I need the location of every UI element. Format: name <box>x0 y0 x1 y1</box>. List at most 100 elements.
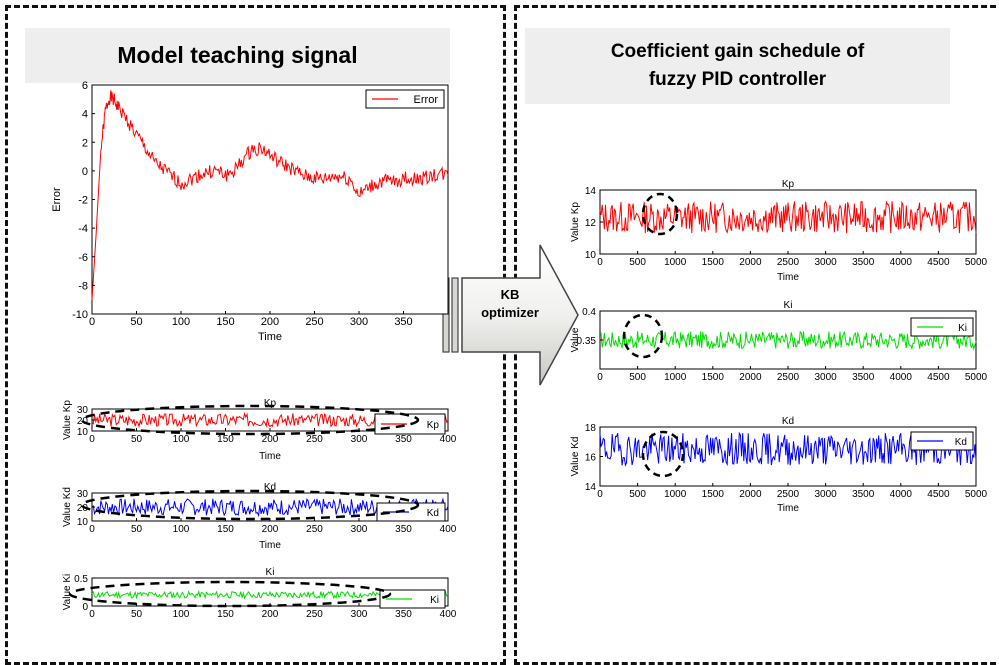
x-tick-label: 3000 <box>814 372 837 383</box>
y-tick-label: 4 <box>82 109 88 121</box>
x-tick-label: 0 <box>597 489 603 500</box>
x-tick-label: 1500 <box>702 257 725 268</box>
y-tick-label: -6 <box>78 252 88 264</box>
x-tick-label: 4000 <box>890 372 913 383</box>
dashed-ellipse-annotation <box>68 580 392 608</box>
legend-label: Ki <box>958 323 967 334</box>
dashed-ellipse-annotation <box>80 404 420 436</box>
y-tick-label: 16 <box>585 453 597 464</box>
x-tick-label: 1500 <box>702 372 725 383</box>
x-tick-label: 0 <box>89 434 95 445</box>
y-tick-label: 0.5 <box>74 574 88 585</box>
left-panel-title: Model teaching signal <box>25 28 450 83</box>
x-tick-label: 250 <box>306 524 323 535</box>
y-tick-label: 0.4 <box>582 307 596 318</box>
y-axis-label: Value Ki <box>62 574 73 611</box>
y-tick-label: -2 <box>78 195 88 207</box>
right-title-line-1: Coefficient gain schedule of <box>610 41 865 62</box>
chart-title: Kd <box>264 482 276 493</box>
legend-box <box>374 413 446 435</box>
chart-title: Kd <box>782 416 794 427</box>
x-tick-label: 350 <box>395 524 412 535</box>
x-tick-label: 350 <box>395 434 412 445</box>
x-tick-label: 350 <box>395 609 412 620</box>
x-axis-label: Time <box>777 503 799 514</box>
x-tick-label: 300 <box>350 316 368 328</box>
x-tick-label: 50 <box>131 609 143 620</box>
y-tick-label: 30 <box>77 405 89 416</box>
x-tick-label: 500 <box>629 257 646 268</box>
x-tick-label: 1000 <box>664 372 687 383</box>
x-tick-label: 100 <box>172 316 190 328</box>
dashed-circle-annotation <box>641 430 685 478</box>
x-tick-label: 0 <box>89 316 95 328</box>
legend-label: Error <box>414 94 439 106</box>
x-tick-label: 2000 <box>739 257 762 268</box>
y-tick-label: 10 <box>77 427 89 438</box>
x-tick-label: 200 <box>261 316 279 328</box>
chart-title: Ki <box>266 567 275 578</box>
dashed-circle-annotation <box>622 313 664 359</box>
x-tick-label: 5000 <box>965 489 988 500</box>
y-axis-label: Value Kp <box>62 400 73 440</box>
x-tick-label: 150 <box>217 524 234 535</box>
x-tick-label: 0 <box>89 524 95 535</box>
series-line-error <box>91 90 449 300</box>
x-tick-label: 150 <box>217 434 234 445</box>
x-axis-label: Time <box>259 540 281 551</box>
x-tick-label: 3000 <box>814 257 837 268</box>
y-tick-label: -10 <box>72 309 88 321</box>
x-tick-label: 4500 <box>927 489 950 500</box>
legend-label: Kd <box>955 437 967 448</box>
arrow-label-line-1: KB <box>500 287 520 302</box>
right-title-line-2: fuzzy PID controller <box>648 69 827 90</box>
chart-title: Ki <box>784 300 793 311</box>
legend-label: Kd <box>427 508 439 519</box>
dashed-ellipse-annotation <box>80 489 420 521</box>
x-tick-label: 0 <box>597 257 603 268</box>
chart-title: Kp <box>782 179 795 190</box>
x-tick-label: 1500 <box>702 489 725 500</box>
y-tick-label: 30 <box>77 489 89 500</box>
x-tick-label: 300 <box>351 524 368 535</box>
x-axis-label: Time <box>258 331 282 343</box>
x-tick-label: 4500 <box>927 257 950 268</box>
x-tick-label: 2000 <box>739 372 762 383</box>
x-tick-label: 3500 <box>852 489 875 500</box>
x-tick-label: 4000 <box>890 257 913 268</box>
x-tick-label: 4500 <box>927 372 950 383</box>
y-axis-label: Value Kd <box>62 487 73 527</box>
x-tick-label: 2500 <box>777 372 800 383</box>
y-tick-label: 14 <box>585 482 597 493</box>
legend-box <box>376 502 446 522</box>
x-tick-label: 3000 <box>814 489 837 500</box>
x-tick-label: 250 <box>306 434 323 445</box>
x-tick-label: 300 <box>351 609 368 620</box>
y-tick-label: -4 <box>78 223 88 235</box>
y-tick-label: 6 <box>82 80 88 92</box>
y-tick-label: 18 <box>585 423 597 434</box>
y-axis-label: Value Kp <box>570 202 581 242</box>
x-tick-label: 3500 <box>852 372 875 383</box>
y-axis-label: Value <box>570 327 581 352</box>
y-tick-label: 0 <box>82 166 88 178</box>
y-tick-label: -8 <box>78 280 88 292</box>
x-tick-label: 400 <box>440 524 457 535</box>
y-tick-label: 0.35 <box>577 336 597 347</box>
arrow-body <box>461 244 579 386</box>
chart-title: Kp <box>264 398 277 409</box>
x-tick-label: 200 <box>262 524 279 535</box>
x-axis-label: Time <box>259 451 281 462</box>
plot-frame <box>599 189 977 255</box>
x-tick-label: 100 <box>173 524 190 535</box>
series-line-right-kp <box>599 200 977 234</box>
x-tick-label: 0 <box>89 609 95 620</box>
x-tick-label: 50 <box>130 316 142 328</box>
arrow-label-line-2: optimizer <box>481 305 539 320</box>
x-tick-label: 1000 <box>664 257 687 268</box>
